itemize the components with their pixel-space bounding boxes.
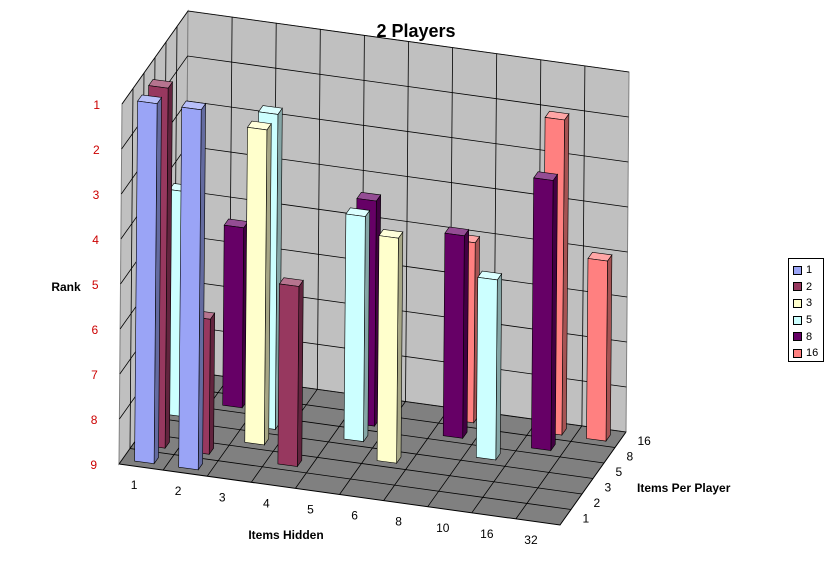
- legend-item: 8: [793, 328, 823, 345]
- chart-labels: 2 Players Items Hidden Items Per Player Ran…: [51, 21, 730, 547]
- chart-title: 2 Players: [376, 21, 455, 41]
- bar-front: [343, 213, 366, 442]
- bar-front: [586, 258, 608, 442]
- bar-front: [178, 106, 202, 471]
- bar: [222, 218, 249, 409]
- depth-tick-label: 5: [616, 465, 623, 479]
- legend-item: 16: [793, 345, 823, 362]
- category-tick-label: 16: [480, 527, 494, 541]
- rank-tick-label: 9: [90, 458, 97, 472]
- legend-swatch: [793, 348, 802, 358]
- bar-front: [376, 235, 399, 464]
- rank-tick-label: 7: [91, 368, 98, 382]
- bar-front: [277, 283, 300, 467]
- legend-label: 2: [806, 280, 813, 293]
- category-tick-label: 2: [175, 484, 182, 498]
- chart-bars: [134, 79, 613, 471]
- depth-tick-label: 16: [638, 434, 652, 448]
- bar: [376, 229, 404, 465]
- rank-tick-label: 1: [93, 98, 100, 112]
- bar: [343, 207, 371, 443]
- category-tick-label: 5: [307, 502, 314, 516]
- legend-item: 5: [793, 312, 823, 329]
- legend-swatch: [793, 332, 802, 342]
- rank-tick-label: 2: [93, 143, 100, 157]
- bar: [178, 100, 207, 471]
- category-tick-label: 10: [436, 521, 450, 535]
- legend-item: 2: [793, 279, 823, 296]
- legend-label: 5: [806, 314, 813, 327]
- legend-item: 1: [793, 262, 823, 279]
- bar-front: [222, 224, 245, 409]
- category-tick-label: 4: [263, 496, 270, 510]
- depth-tick-label: 1: [583, 511, 590, 525]
- legend-label: 3: [806, 297, 813, 310]
- rank-tick-label: 4: [92, 233, 99, 247]
- depth-tick-label: 8: [627, 449, 634, 463]
- legend-item: 3: [793, 295, 823, 312]
- rank-tick-label: 5: [92, 278, 99, 292]
- bar: [586, 251, 613, 443]
- category-tick-label: 32: [524, 533, 538, 547]
- category-tick-label: 3: [219, 490, 226, 504]
- legend-swatch: [793, 265, 802, 275]
- depth-tick-label: 2: [594, 496, 601, 510]
- depth-tick-label: 3: [605, 480, 612, 494]
- category-tick-label: 1: [131, 478, 138, 492]
- rank-tick-label: 3: [93, 188, 100, 202]
- legend-swatch: [793, 315, 802, 325]
- bar: [531, 171, 559, 452]
- rank-tick-label: 6: [91, 323, 98, 337]
- legend-label: 8: [806, 330, 813, 343]
- category-tick-label: 6: [351, 509, 358, 523]
- bar: [475, 270, 503, 461]
- legend: 1 2 3 5 8 16: [788, 258, 824, 362]
- gridline-depth: [129, 88, 572, 510]
- bar-front: [442, 232, 465, 439]
- bar: [277, 277, 304, 468]
- legend-swatch: [793, 298, 802, 308]
- depth-axis-title: Items Per Player: [637, 481, 731, 495]
- legend-label: 16: [806, 347, 819, 360]
- legend-label: 1: [806, 264, 813, 277]
- bar-front: [244, 126, 268, 446]
- x-axis-title: Items Hidden: [248, 528, 323, 542]
- bar: [442, 226, 470, 440]
- legend-swatch: [793, 282, 802, 292]
- bar-front: [531, 177, 554, 451]
- category-tick-label: 8: [395, 515, 402, 529]
- bar-front: [475, 276, 498, 461]
- rank-tick-label: 8: [91, 413, 98, 427]
- bar-front: [134, 100, 158, 465]
- bar: [134, 94, 163, 465]
- bar: [244, 120, 272, 446]
- rank-axis-title: Rank: [51, 280, 81, 294]
